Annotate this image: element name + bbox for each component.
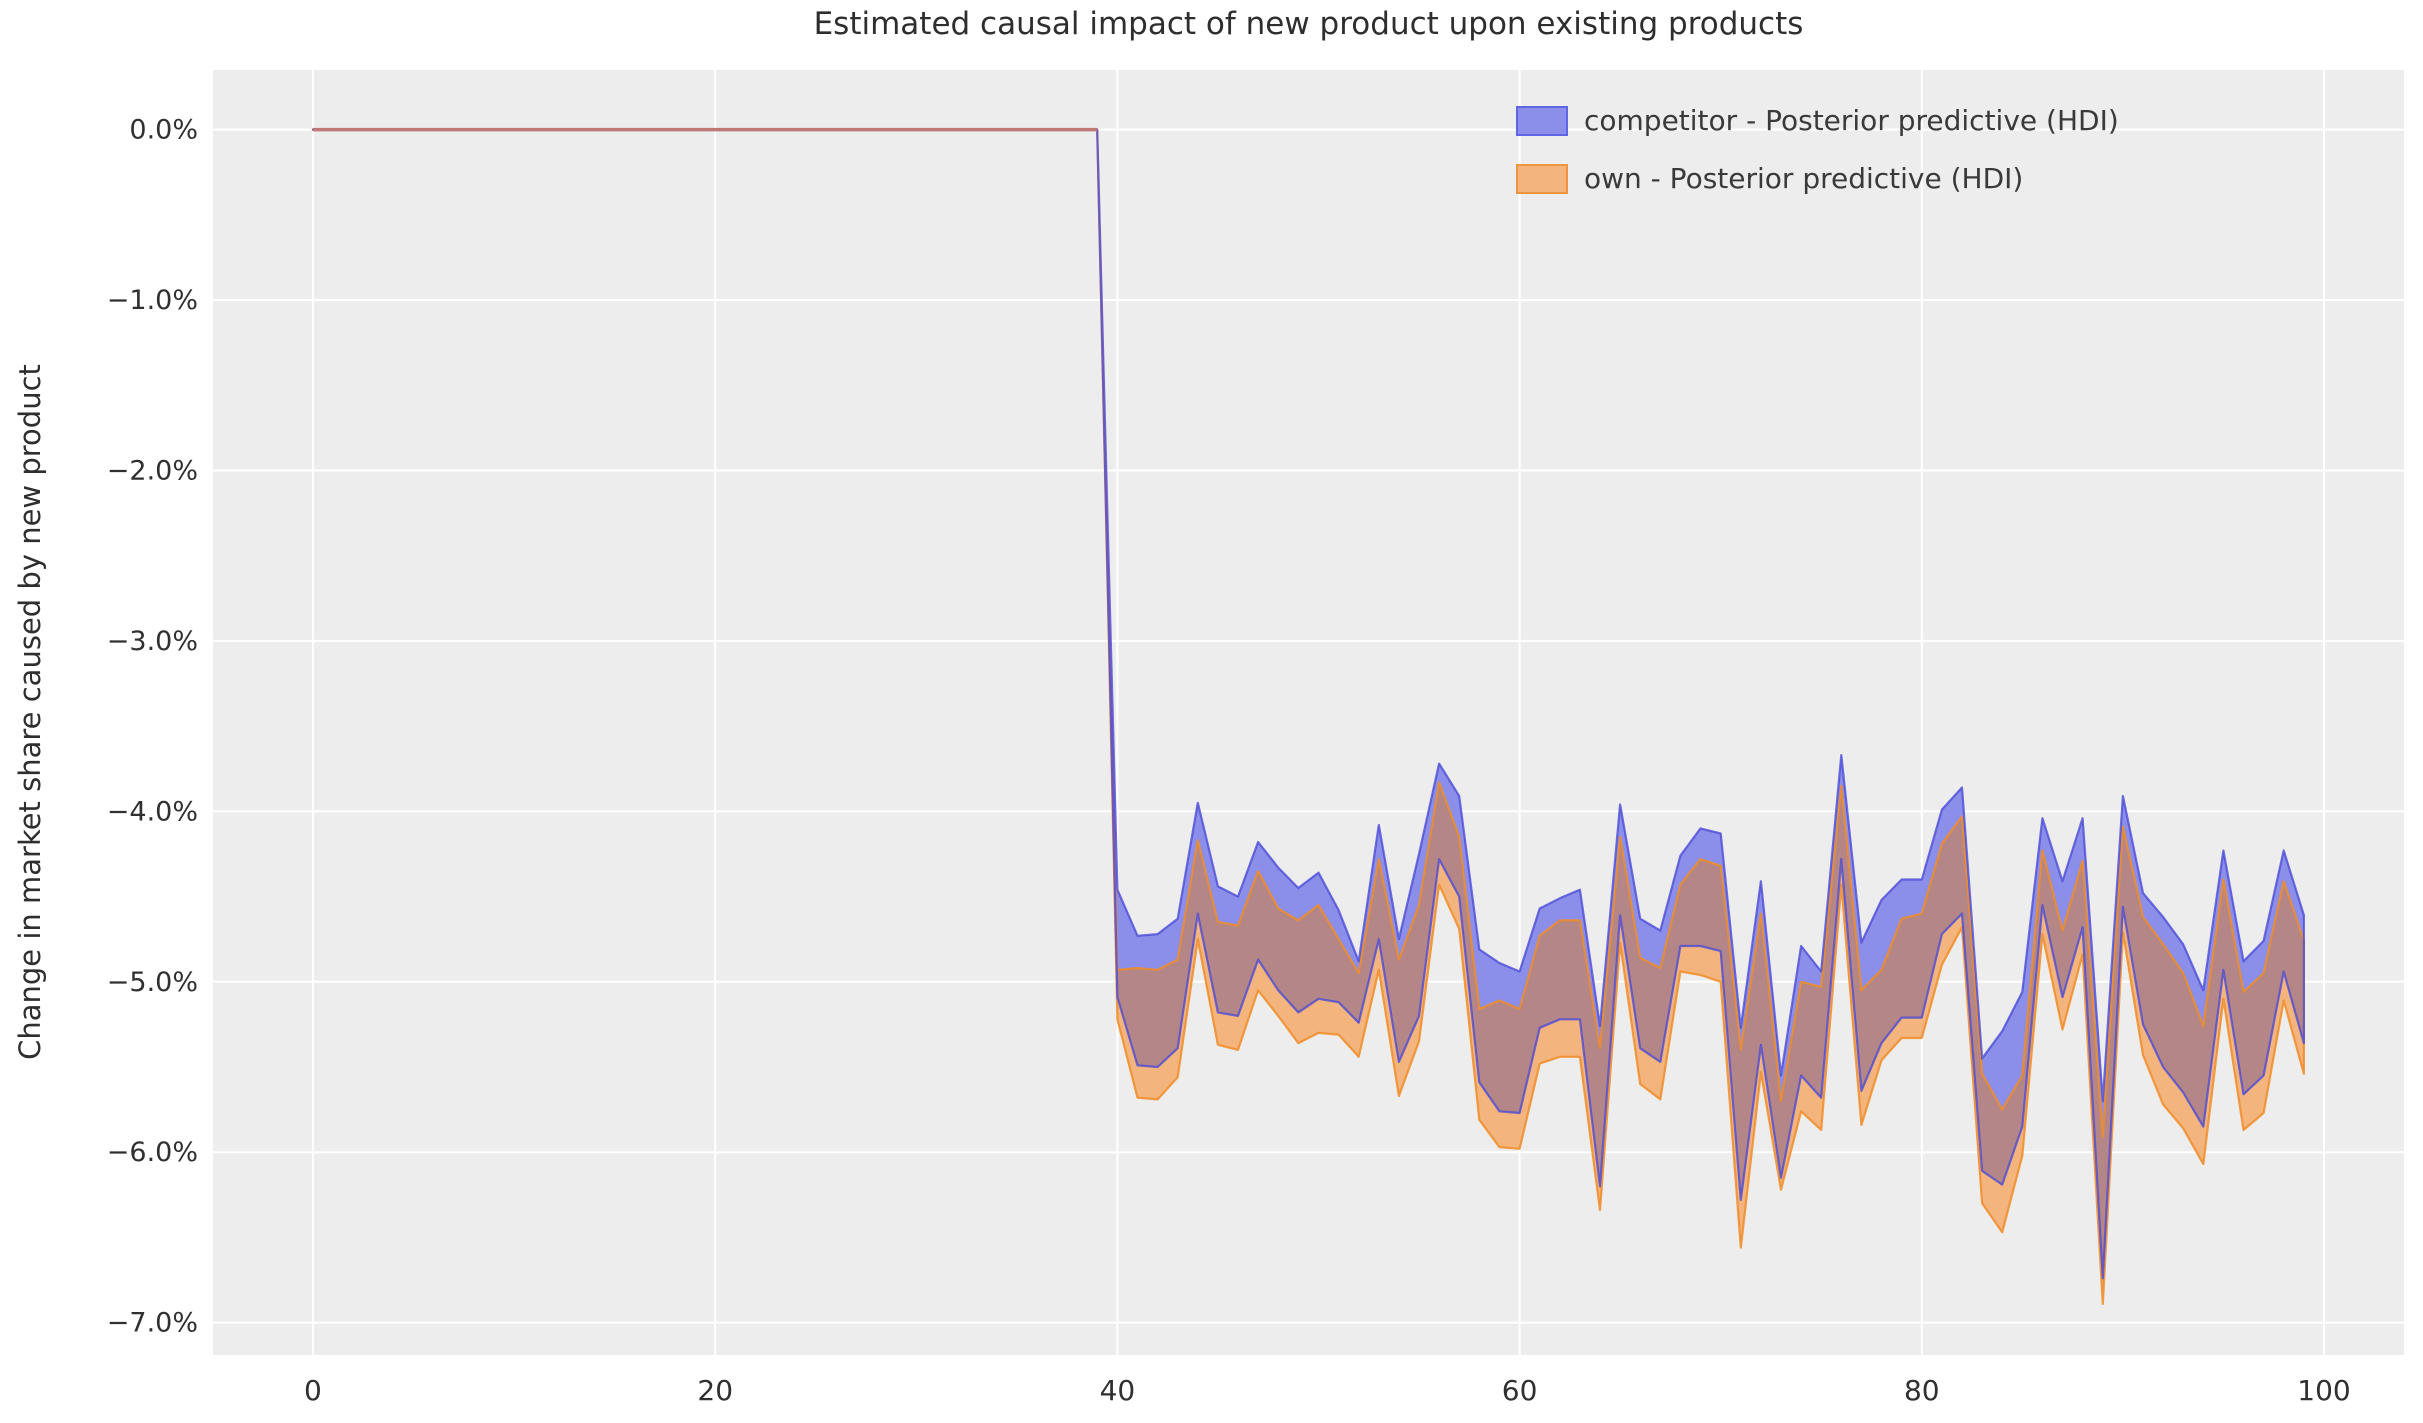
axes-background xyxy=(213,70,2404,1355)
legend-item-competitor: competitor - Posterior predictive (HDI) xyxy=(1516,104,2119,137)
legend-label-own: own - Posterior predictive (HDI) xyxy=(1584,162,2024,195)
own-band-swatch-icon xyxy=(1516,163,1568,194)
y-tick-label: −3.0% xyxy=(107,626,198,657)
y-tick-label: −5.0% xyxy=(107,967,198,998)
y-tick-label: −4.0% xyxy=(107,796,198,827)
legend-label-competitor: competitor - Posterior predictive (HDI) xyxy=(1584,104,2119,137)
legend: competitor - Posterior predictive (HDI) … xyxy=(1516,104,2119,221)
competitor-hdi-edge xyxy=(311,128,2305,1280)
hdi-overlap-region xyxy=(312,129,2304,1279)
y-tick-label: −1.0% xyxy=(107,285,198,316)
x-tick-label: 100 xyxy=(2297,1374,2350,1407)
x-tick-label: 20 xyxy=(697,1374,733,1407)
chart-title: Estimated causal impact of new product u… xyxy=(813,6,1804,42)
legend-item-own: own - Posterior predictive (HDI) xyxy=(1516,162,2119,195)
x-tick-label: 40 xyxy=(1100,1374,1136,1407)
y-tick-label: −6.0% xyxy=(107,1137,198,1168)
y-tick-label: −7.0% xyxy=(107,1308,198,1339)
x-tick-label: 80 xyxy=(1904,1374,1940,1407)
x-tick-label: 60 xyxy=(1502,1374,1538,1407)
y-tick-label: 0.0% xyxy=(129,115,198,146)
x-tick-label: 0 xyxy=(304,1374,322,1407)
y-axis-label: Change in market share caused by new pro… xyxy=(13,364,47,1060)
y-tick-label: −2.0% xyxy=(107,456,198,487)
competitor-band-swatch-icon xyxy=(1516,105,1568,136)
